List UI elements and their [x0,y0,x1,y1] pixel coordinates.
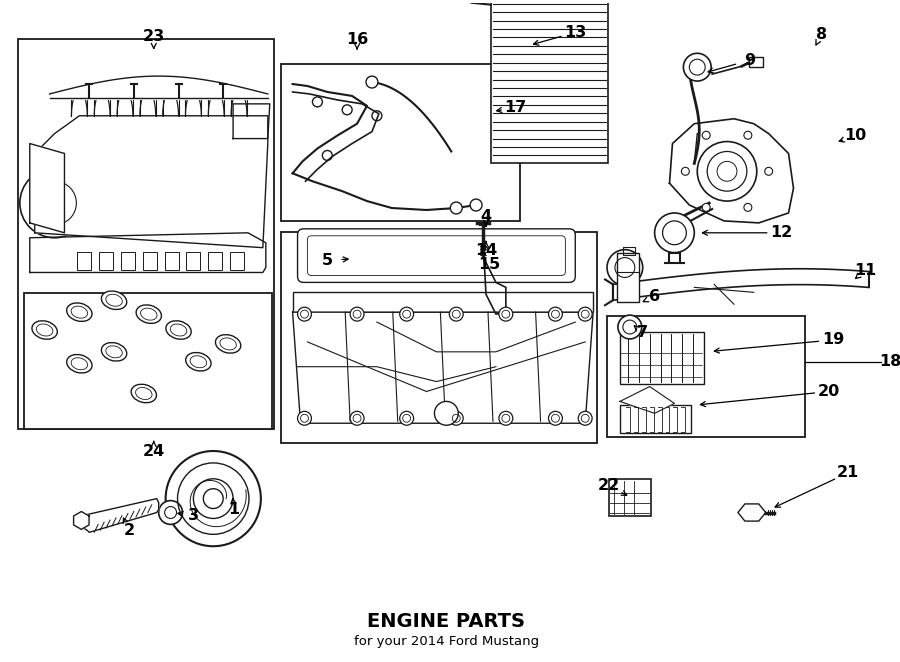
Circle shape [470,199,482,211]
Polygon shape [670,118,794,223]
Ellipse shape [32,321,58,339]
Bar [99,252,113,269]
Bar [186,252,201,269]
Text: 14: 14 [475,243,497,258]
Bar [616,253,639,303]
Bar [18,40,274,429]
Bar [281,64,519,221]
Circle shape [449,307,464,321]
Ellipse shape [102,291,127,310]
Circle shape [350,411,364,425]
Bar [143,252,157,269]
Polygon shape [484,259,506,314]
Text: 6: 6 [649,289,661,304]
Circle shape [158,500,183,524]
Circle shape [449,411,464,425]
Text: 20: 20 [818,384,841,399]
Text: 13: 13 [564,25,587,40]
Text: 17: 17 [505,101,526,115]
Circle shape [499,411,513,425]
Circle shape [578,411,592,425]
Ellipse shape [67,354,92,373]
Circle shape [698,142,757,201]
Text: 9: 9 [744,53,755,68]
Circle shape [702,203,710,211]
Polygon shape [35,116,268,248]
Circle shape [702,131,710,139]
Ellipse shape [131,384,157,402]
Ellipse shape [166,321,191,339]
Ellipse shape [102,342,127,361]
Bar [23,293,272,429]
Circle shape [683,53,711,81]
Circle shape [298,307,311,321]
Bar [623,247,634,255]
Circle shape [350,307,364,321]
Bar [607,316,806,437]
Text: 18: 18 [879,354,900,369]
Circle shape [618,315,642,339]
Circle shape [20,168,89,238]
Bar [77,252,91,269]
Circle shape [400,411,414,425]
Ellipse shape [136,305,161,323]
FancyBboxPatch shape [298,229,575,283]
Bar [620,405,691,433]
Text: 2: 2 [123,523,134,538]
Bar [230,252,244,269]
Bar [620,332,704,383]
Text: 12: 12 [770,225,793,240]
Bar [281,232,597,443]
Ellipse shape [185,352,211,371]
Text: 10: 10 [844,128,866,143]
Bar [208,252,222,269]
Circle shape [400,307,414,321]
Circle shape [366,76,378,88]
Ellipse shape [215,335,241,353]
Circle shape [548,411,562,425]
Circle shape [765,167,773,175]
Circle shape [744,203,752,211]
Polygon shape [620,387,674,413]
Polygon shape [30,233,266,273]
Circle shape [435,401,458,425]
Bar [609,479,651,516]
Text: 7: 7 [637,326,648,340]
Polygon shape [292,312,593,423]
Polygon shape [75,498,158,532]
Text: 16: 16 [346,32,368,47]
Bar [165,252,178,269]
Text: 5: 5 [321,253,333,268]
Text: ENGINE PARTS: ENGINE PARTS [367,612,526,631]
Text: 4: 4 [481,209,491,224]
Text: 24: 24 [142,444,165,459]
Text: 11: 11 [854,263,876,278]
Circle shape [298,411,311,425]
Text: 15: 15 [478,257,500,272]
Circle shape [681,167,689,175]
Text: 22: 22 [598,478,620,493]
Text: 21: 21 [837,465,859,481]
Text: 1: 1 [229,502,239,517]
Polygon shape [74,512,89,530]
Circle shape [548,307,562,321]
Text: 8: 8 [815,27,827,42]
Circle shape [166,451,261,546]
Circle shape [499,307,513,321]
Circle shape [654,213,694,253]
Polygon shape [30,144,65,233]
Circle shape [744,131,752,139]
Circle shape [450,202,463,214]
Circle shape [578,307,592,321]
Text: for your 2014 Ford Mustang: for your 2014 Ford Mustang [354,635,539,648]
Ellipse shape [67,303,92,321]
Text: 19: 19 [822,332,844,348]
Polygon shape [738,504,766,521]
Bar [121,252,135,269]
Bar [491,0,608,164]
Bar [749,57,762,67]
Text: 23: 23 [142,29,165,44]
Text: 3: 3 [188,508,199,523]
Circle shape [607,250,643,285]
